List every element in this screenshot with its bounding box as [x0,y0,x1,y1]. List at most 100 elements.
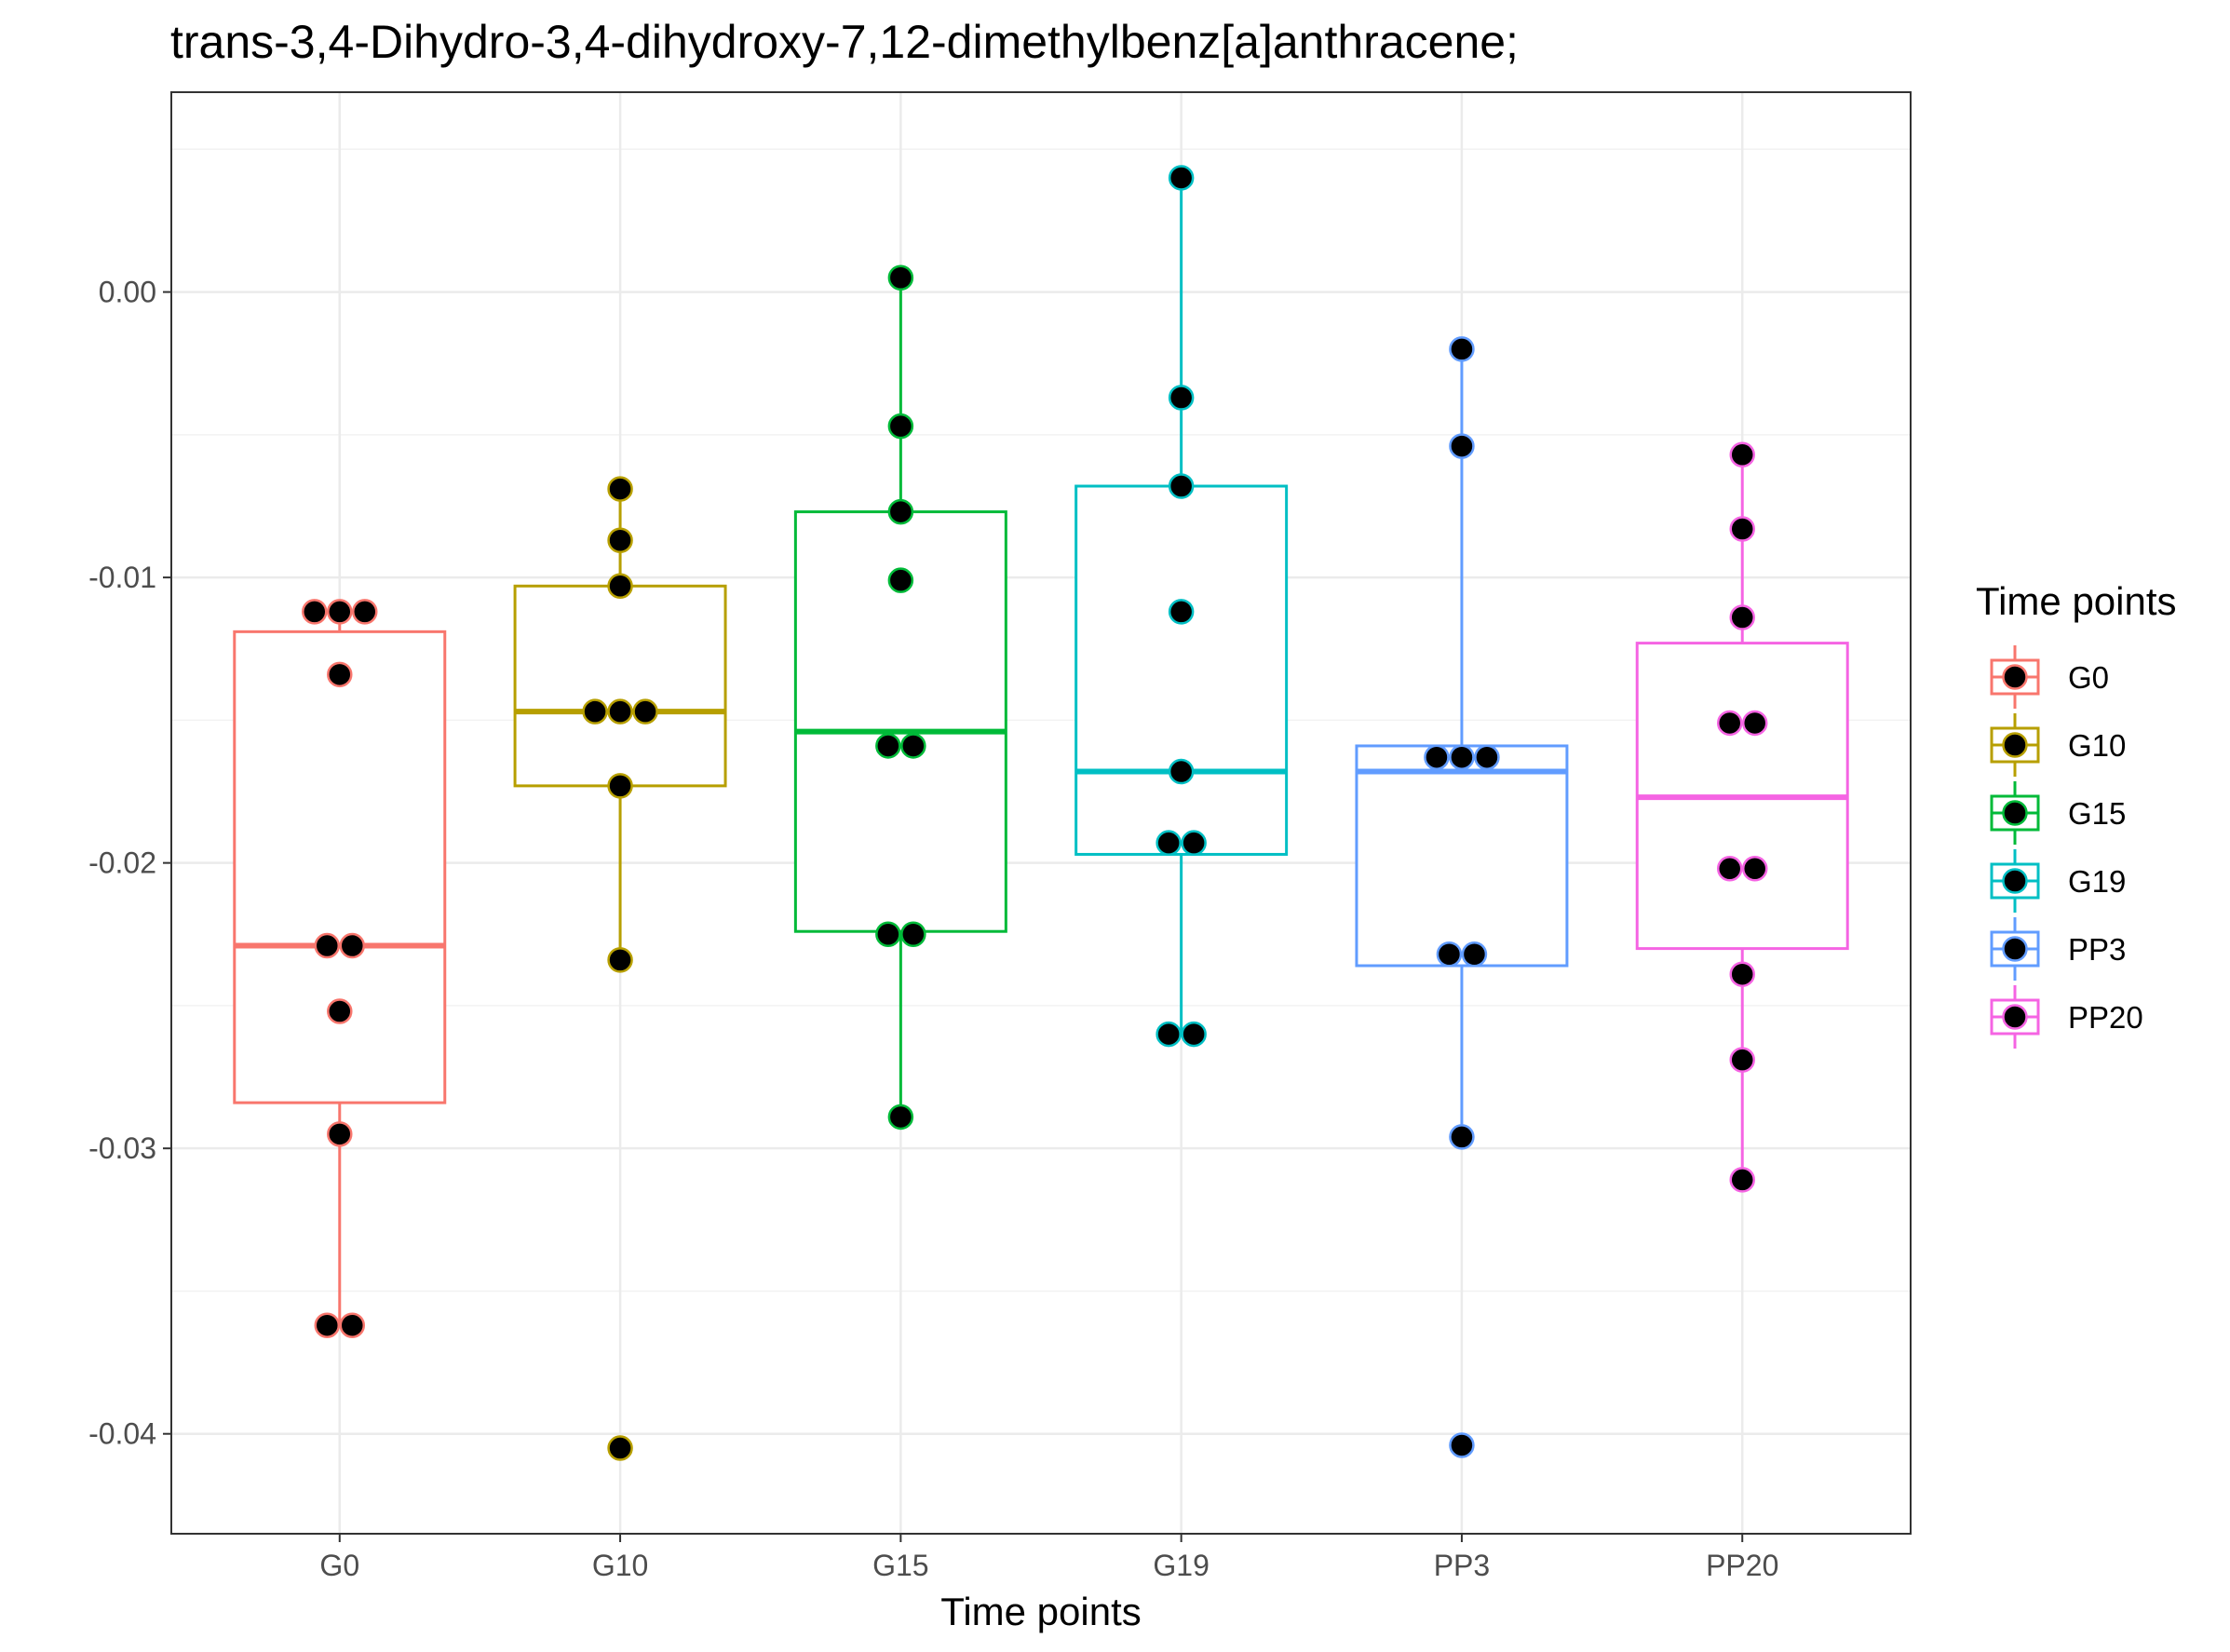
data-point-g10 [607,698,633,724]
legend-key-point [2002,800,2028,826]
box-group-g10 [513,489,727,960]
data-point-pp20 [1729,961,1755,987]
x-tick-label: G10 [592,1549,648,1582]
x-axis-title: Time points [940,1590,1142,1633]
legend-title: Time points [1976,579,2177,623]
data-point-pp20 [1716,710,1743,737]
data-point-pp20 [1729,516,1755,542]
legend-key-point [2002,936,2028,962]
data-point-pp20 [1729,1047,1755,1073]
data-point-g19 [1168,385,1195,411]
x-tick-label: PP3 [1434,1549,1490,1582]
y-tick-label: -0.03 [88,1131,156,1165]
axis-layer: 0.00 -0.01 -0.02 -0.03 -0.04 G0 G10 G15 G19 PP3 PP… [88,276,1778,1582]
x-tick-label: PP20 [1706,1549,1778,1582]
data-point-g10 [607,947,633,973]
data-point-g15 [900,921,926,948]
data-point-pp20 [1741,856,1768,882]
box-group-pp20 [1635,454,1849,1180]
data-point-g19 [1168,758,1195,785]
legend-label: G19 [2068,864,2126,899]
data-point-g19 [1168,165,1195,191]
data-point-g19 [1156,830,1182,856]
data-point-pp3 [1474,744,1500,770]
box-group-g15 [793,278,1007,1117]
y-tick-label: 0.00 [99,276,156,309]
legend-item-pp3: PP3 [1990,917,2126,981]
data-point-g0 [327,1121,353,1147]
legend-label: G0 [2068,660,2109,695]
data-point-pp3 [1449,1124,1475,1150]
box-group-g19 [1074,177,1289,1035]
data-point-g15 [887,498,914,525]
y-tick-label: -0.01 [88,561,156,594]
legend-label: PP20 [2068,1000,2143,1035]
legend-items: G0 G10 G15 G19 PP3 PP20 [1990,645,2143,1049]
data-point-g19 [1168,473,1195,499]
data-point-g10 [607,476,633,502]
data-point-g19 [1156,1021,1182,1048]
box-iqr [233,630,447,1104]
data-point-g10 [607,527,633,554]
data-point-g0 [327,998,353,1024]
box-iqr [513,584,727,788]
legend-item-g0: G0 [1990,645,2109,709]
data-point-pp3 [1449,744,1475,770]
data-point-g10 [607,1435,633,1461]
legend-key-point [2002,1004,2028,1030]
data-point-g15 [887,413,914,440]
legend-item-g19: G19 [1990,849,2126,913]
data-point-g10 [607,573,633,600]
data-point-g0 [314,1312,341,1338]
data-point-g0 [339,1312,366,1338]
box-layer [233,177,1849,1326]
data-point-g19 [1168,599,1195,625]
data-point-g0 [327,599,353,625]
data-point-pp20 [1729,441,1755,468]
data-point-g15 [900,733,926,759]
data-point-pp3 [1461,941,1488,968]
y-tick-label: -0.04 [88,1417,156,1451]
legend-key-point [2002,868,2028,894]
data-point-g15 [887,567,914,593]
data-point-g15 [875,921,901,948]
data-point-pp20 [1741,710,1768,737]
data-point-g10 [607,773,633,799]
y-tick-label: -0.02 [88,846,156,880]
x-tick-label: G19 [1153,1549,1209,1582]
legend-key-point [2002,664,2028,690]
legend-label: PP3 [2068,932,2126,967]
data-point-g15 [887,264,914,291]
box-iqr [1355,744,1569,968]
data-point-g10 [582,698,608,724]
data-point-pp20 [1716,856,1743,882]
legend-item-pp20: PP20 [1990,985,2143,1049]
data-point-g19 [1181,1021,1207,1048]
data-point-pp20 [1729,1167,1755,1193]
data-point-g10 [632,698,658,724]
legend-item-g10: G10 [1990,713,2126,777]
panel-border [170,91,1912,1535]
data-point-pp3 [1424,744,1450,770]
box-group-pp3 [1355,348,1569,1137]
data-point-g0 [352,599,378,625]
x-tick-label: G0 [319,1549,359,1582]
box-group-g0 [233,611,447,1326]
data-point-g15 [887,1104,914,1131]
data-point-pp20 [1729,604,1755,630]
data-point-pp3 [1449,336,1475,362]
x-tick-label: G15 [872,1549,928,1582]
data-point-g19 [1181,830,1207,856]
data-point-g15 [875,733,901,759]
legend: Time points G0 G10 G15 G19 PP3 PP20 [1976,579,2177,1049]
legend-label: G10 [2068,728,2126,763]
legend-key-point [2002,732,2028,758]
chart-title: trans-3,4-Dihydro-3,4-dihydroxy-7,12-dim… [170,16,1519,68]
data-point-pp3 [1449,1432,1475,1458]
point-layer [302,165,1768,1461]
data-point-pp3 [1449,433,1475,459]
legend-item-g15: G15 [1990,781,2126,845]
data-point-g0 [302,599,328,625]
box-iqr [1074,484,1289,856]
